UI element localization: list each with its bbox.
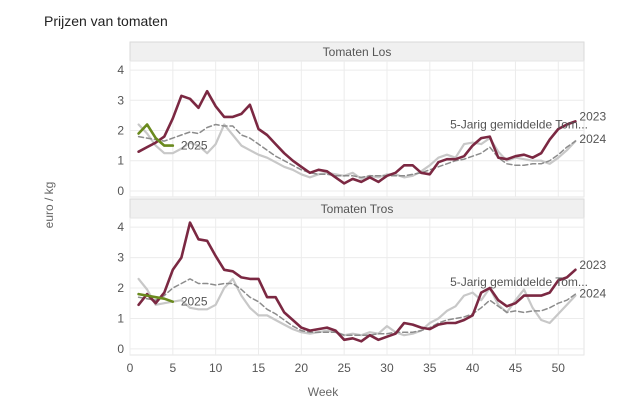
y-tick-label: 1 xyxy=(117,154,124,168)
series-line-2023 xyxy=(137,221,577,343)
y-tick-label: 3 xyxy=(117,93,124,107)
x-tick-label: 15 xyxy=(252,361,266,375)
x-tick-label: 35 xyxy=(423,361,437,375)
y-axis-label: euro / kg xyxy=(42,182,56,229)
x-tick-label: 10 xyxy=(209,361,223,375)
y-tick-label: 1 xyxy=(117,311,124,325)
y-tick-label: 4 xyxy=(117,220,124,234)
series-line-5yr-avg xyxy=(137,278,577,336)
y-tick-label: 0 xyxy=(117,184,124,198)
x-axis-label: Week xyxy=(308,385,339,399)
x-tick-label: 45 xyxy=(509,361,523,375)
panel-title: Tomaten Tros xyxy=(321,202,394,216)
series-end-label: 5-Jarig gemiddelde Tom... xyxy=(450,275,588,289)
series-end-label: 2025 xyxy=(181,295,208,309)
series-line-2025 xyxy=(137,292,175,304)
x-tick-label: 50 xyxy=(552,361,566,375)
x-tick-label: 40 xyxy=(466,361,480,375)
series-line-5yr-avg xyxy=(137,123,577,179)
y-tick-label: 0 xyxy=(117,342,124,356)
panel-frame xyxy=(129,60,585,198)
y-tick-label: 2 xyxy=(117,281,124,295)
x-tick-label: 30 xyxy=(380,361,394,375)
series-line-2023 xyxy=(137,89,577,185)
x-tick-label: 25 xyxy=(337,361,351,375)
series-end-label: 2023 xyxy=(579,258,606,272)
series-end-label: 2025 xyxy=(181,139,208,153)
series-line-2025 xyxy=(137,123,175,147)
x-tick-label: 20 xyxy=(295,361,309,375)
y-tick-label: 4 xyxy=(117,63,124,77)
x-tick-label: 0 xyxy=(127,361,134,375)
panel-title: Tomaten Los xyxy=(323,45,392,59)
y-tick-label: 3 xyxy=(117,251,124,265)
y-tick-label: 2 xyxy=(117,124,124,138)
series-end-label: 2023 xyxy=(579,109,606,123)
series-end-label: 5-Jarig gemiddelde Tom... xyxy=(450,117,588,131)
series-end-label: 2024 xyxy=(579,132,606,146)
chart-title: Prijzen van tomaten xyxy=(44,13,168,29)
x-tick-label: 5 xyxy=(169,361,176,375)
series-end-label: 2024 xyxy=(579,287,606,301)
series-line-2024 xyxy=(137,123,577,180)
